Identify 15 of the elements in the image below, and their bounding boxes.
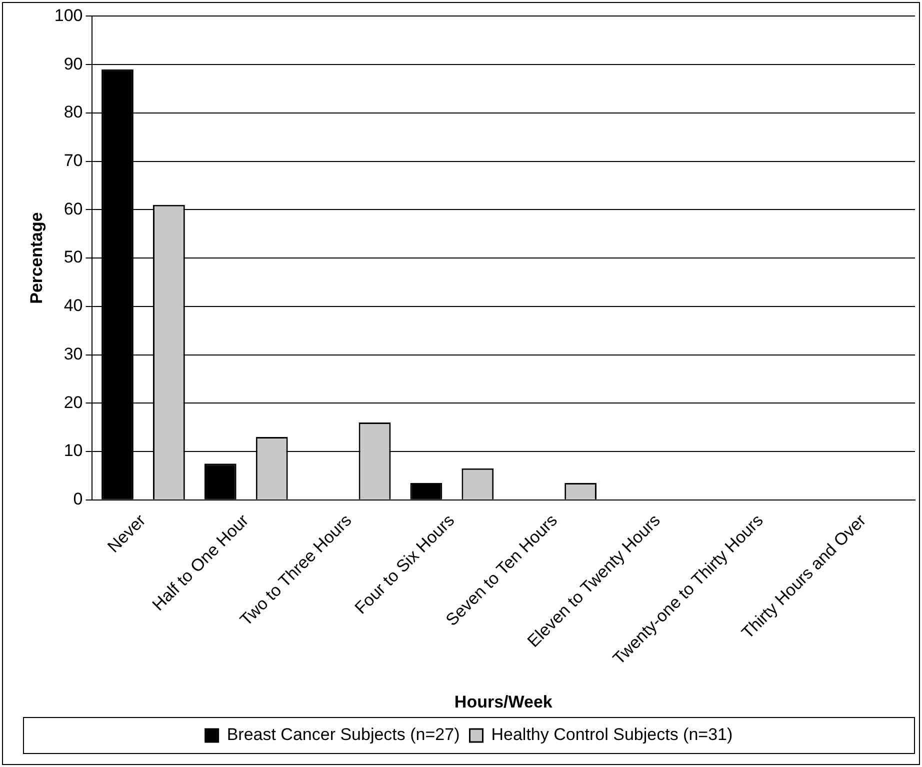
y-tick-label: 100 (54, 6, 83, 25)
y-tick-label: 30 (64, 344, 83, 364)
y-tick-label: 80 (64, 102, 83, 122)
y-tick-label: 90 (64, 54, 83, 74)
y-tick-label: 20 (64, 392, 83, 412)
y-tick-label: 60 (64, 199, 83, 218)
y-tick-label: 10 (64, 441, 83, 460)
legend-label: Breast Cancer Subjects (n=27) (226, 725, 460, 744)
x-axis-title: Hours/Week (454, 692, 553, 712)
y-tick-label: 0 (73, 490, 83, 509)
y-tick-label: 50 (64, 248, 83, 267)
y-tick-label: 70 (64, 150, 83, 170)
y-axis-title: Percentage (26, 212, 46, 304)
legend-label: Healthy Control Subjects (n=31) (491, 725, 733, 744)
y-tick-label: 40 (64, 296, 83, 316)
